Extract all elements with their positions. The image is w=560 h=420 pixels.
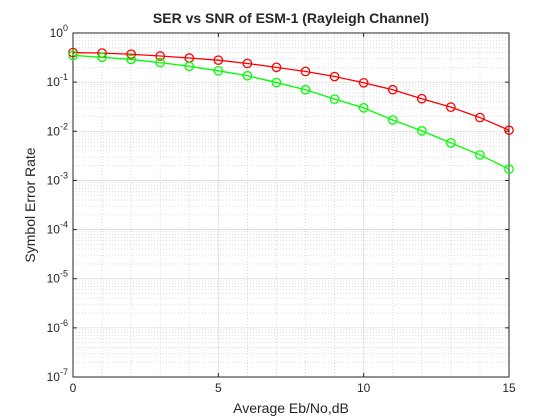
minor-grid xyxy=(73,33,509,377)
series-1-marker xyxy=(155,51,166,61)
series-1-marker xyxy=(329,71,340,82)
series-2-marker xyxy=(155,57,166,68)
x-tick-label: 10 xyxy=(357,381,371,395)
series-2-marker xyxy=(242,70,253,81)
plot-frame xyxy=(72,32,510,378)
series-1-marker xyxy=(416,93,427,104)
y-axis-label: Symbol Error Rate xyxy=(22,147,38,262)
x-tick-label: 15 xyxy=(502,381,516,395)
x-axis-label: Average Eb/No,dB xyxy=(233,400,349,416)
axis-ticks xyxy=(72,32,510,378)
series-2-marker xyxy=(387,115,398,125)
series-2-marker xyxy=(475,150,485,160)
series-1-marker xyxy=(242,58,253,69)
series-2-marker xyxy=(213,65,224,76)
series-2-marker xyxy=(184,61,195,72)
series-1-marker xyxy=(387,84,398,95)
series-2-marker xyxy=(68,50,78,61)
series-2-marker xyxy=(358,102,369,113)
series-1-marker xyxy=(126,49,136,60)
series-2-marker xyxy=(97,52,107,63)
series-1-marker xyxy=(271,62,282,73)
series-layer xyxy=(68,47,514,174)
series-1-marker xyxy=(213,55,224,66)
series-2-marker xyxy=(126,54,136,65)
series-1-marker xyxy=(358,77,369,88)
series-1-marker xyxy=(300,66,311,77)
x-tick-label: 0 xyxy=(70,381,77,395)
series-2-line xyxy=(72,54,510,170)
series-1-marker xyxy=(475,112,485,123)
x-tick-label: 5 xyxy=(215,381,222,395)
series-2-marker xyxy=(504,164,514,174)
series-1-marker xyxy=(446,102,456,112)
chart-title: SER vs SNR of ESM-1 (Rayleigh Channel) xyxy=(153,10,429,26)
x-tick-labels: 0 5 10 15 xyxy=(70,381,516,395)
series-1-line xyxy=(72,51,510,131)
series-2-marker xyxy=(300,84,311,95)
series-1-marker xyxy=(504,125,514,136)
series-2-marker xyxy=(271,77,282,88)
series-2-marker xyxy=(329,94,340,105)
series-2-marker xyxy=(446,138,456,148)
plot-area xyxy=(73,33,509,377)
series-2-marker xyxy=(416,126,427,136)
series-1-marker xyxy=(68,47,78,58)
